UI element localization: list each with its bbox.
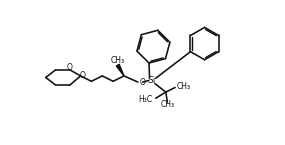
Polygon shape [116, 64, 124, 76]
Text: CH₃: CH₃ [177, 82, 191, 91]
Text: O: O [67, 63, 73, 72]
Text: O: O [139, 78, 145, 87]
Text: H₃C: H₃C [139, 95, 153, 104]
Text: CH₃: CH₃ [111, 56, 125, 65]
Text: O: O [79, 71, 85, 80]
Text: Si: Si [148, 76, 156, 85]
Text: CH₃: CH₃ [160, 100, 174, 109]
